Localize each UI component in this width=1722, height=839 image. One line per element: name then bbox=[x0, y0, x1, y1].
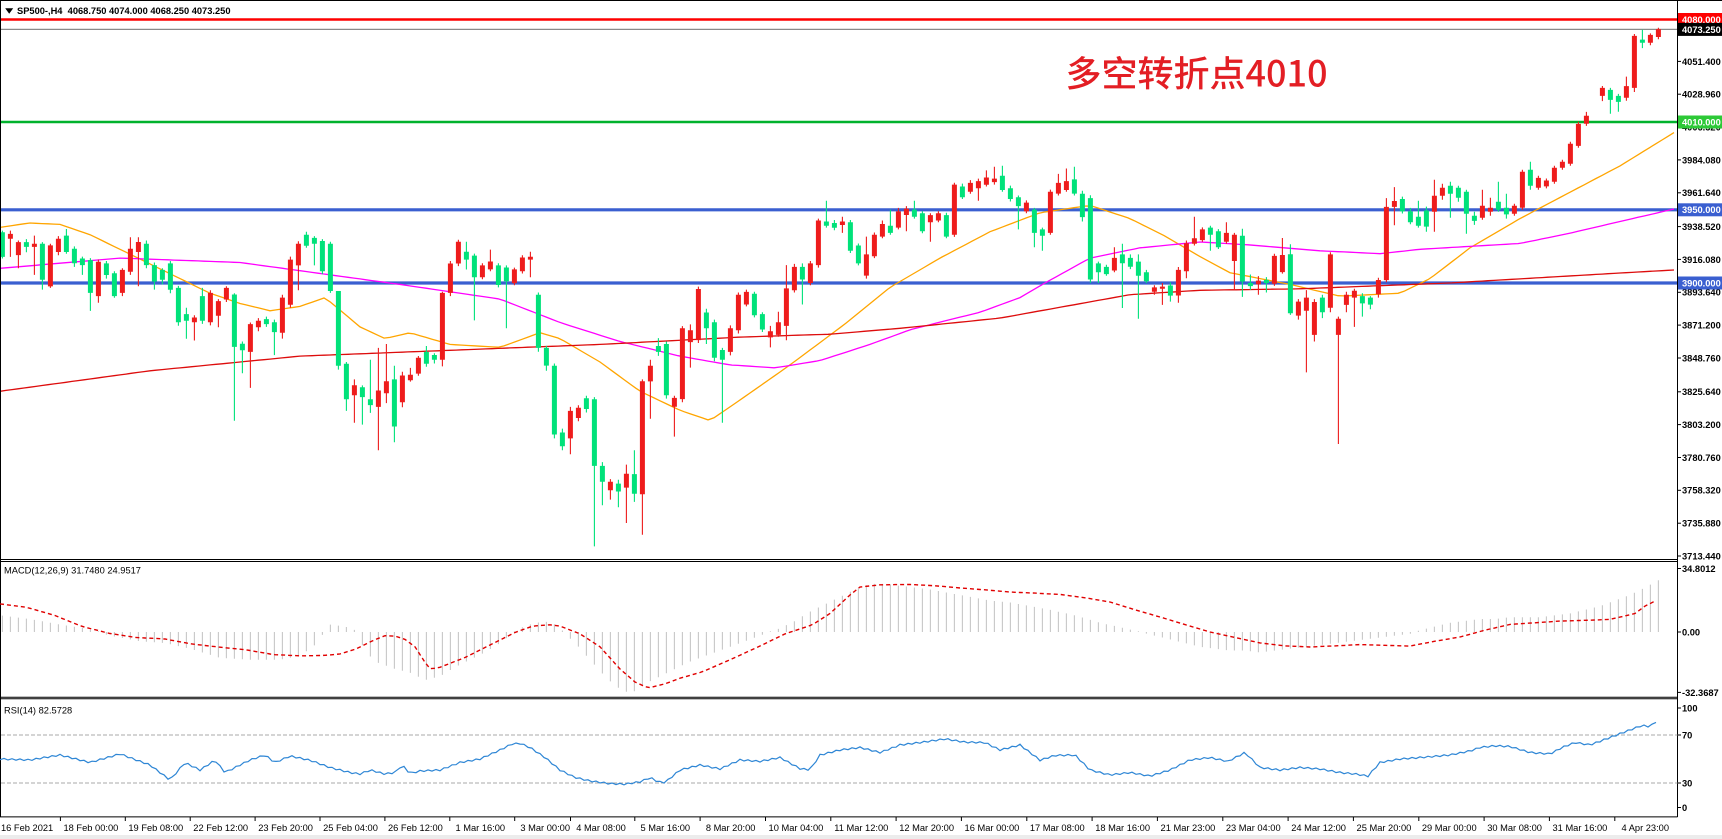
svg-text:11 Mar 12:00: 11 Mar 12:00 bbox=[834, 823, 888, 833]
svg-text:3803.200: 3803.200 bbox=[1682, 420, 1721, 430]
svg-text:70: 70 bbox=[1682, 730, 1692, 740]
svg-text:3780.760: 3780.760 bbox=[1682, 453, 1721, 463]
svg-text:25 Mar 20:00: 25 Mar 20:00 bbox=[1357, 823, 1412, 833]
svg-text:16 Feb 2021: 16 Feb 2021 bbox=[1, 823, 53, 833]
svg-text:8 Mar 20:00: 8 Mar 20:00 bbox=[706, 823, 756, 833]
svg-text:23 Feb 20:00: 23 Feb 20:00 bbox=[258, 823, 313, 833]
svg-text:4073.250: 4073.250 bbox=[1682, 25, 1721, 35]
svg-text:29 Mar 00:00: 29 Mar 00:00 bbox=[1422, 823, 1477, 833]
svg-text:0.00: 0.00 bbox=[1682, 627, 1700, 637]
svg-text:100: 100 bbox=[1682, 703, 1698, 713]
svg-text:16 Mar 00:00: 16 Mar 00:00 bbox=[965, 823, 1020, 833]
svg-text:26 Feb 12:00: 26 Feb 12:00 bbox=[388, 823, 443, 833]
svg-text:3735.880: 3735.880 bbox=[1682, 519, 1721, 529]
svg-text:RSI(14) 82.5728: RSI(14) 82.5728 bbox=[4, 706, 72, 716]
svg-text:23 Mar 04:00: 23 Mar 04:00 bbox=[1226, 823, 1281, 833]
svg-text:19 Feb 08:00: 19 Feb 08:00 bbox=[128, 823, 183, 833]
svg-text:3 Mar 00:00: 3 Mar 00:00 bbox=[520, 823, 570, 833]
svg-text:MACD(12,26,9) 31.7480 24.9517: MACD(12,26,9) 31.7480 24.9517 bbox=[4, 566, 141, 576]
svg-text:17 Mar 08:00: 17 Mar 08:00 bbox=[1030, 823, 1085, 833]
svg-text:3893.640: 3893.640 bbox=[1682, 288, 1721, 298]
svg-text:5 Mar 16:00: 5 Mar 16:00 bbox=[640, 823, 690, 833]
svg-text:24 Mar 12:00: 24 Mar 12:00 bbox=[1291, 823, 1346, 833]
svg-text:-32.3687: -32.3687 bbox=[1682, 688, 1719, 698]
svg-text:4028.960: 4028.960 bbox=[1682, 90, 1721, 100]
svg-text:3916.080: 3916.080 bbox=[1682, 255, 1721, 265]
svg-text:3848.760: 3848.760 bbox=[1682, 353, 1721, 363]
svg-text:4 Apr 23:00: 4 Apr 23:00 bbox=[1621, 823, 1669, 833]
svg-text:21 Mar 23:00: 21 Mar 23:00 bbox=[1161, 823, 1216, 833]
svg-text:4 Mar 08:00: 4 Mar 08:00 bbox=[576, 823, 626, 833]
svg-text:12 Mar 20:00: 12 Mar 20:00 bbox=[899, 823, 954, 833]
svg-text:31 Mar 16:00: 31 Mar 16:00 bbox=[1553, 823, 1608, 833]
svg-text:30 Mar 08:00: 30 Mar 08:00 bbox=[1487, 823, 1542, 833]
svg-text:1 Mar 16:00: 1 Mar 16:00 bbox=[455, 823, 505, 833]
svg-text:25 Feb 04:00: 25 Feb 04:00 bbox=[323, 823, 378, 833]
svg-text:4010.000: 4010.000 bbox=[1682, 117, 1721, 127]
svg-text:3758.320: 3758.320 bbox=[1682, 486, 1721, 496]
svg-text:3900.000: 3900.000 bbox=[1682, 278, 1721, 288]
svg-text:3961.640: 3961.640 bbox=[1682, 188, 1721, 198]
svg-text:3713.440: 3713.440 bbox=[1682, 551, 1721, 561]
svg-text:3825.640: 3825.640 bbox=[1682, 387, 1721, 397]
svg-text:SP500-,H4 4068.750 4074.000 4: SP500-,H4 4068.750 4074.000 4068.250 407… bbox=[17, 6, 231, 16]
svg-text:4051.400: 4051.400 bbox=[1682, 57, 1721, 67]
svg-text:3950.000: 3950.000 bbox=[1682, 205, 1721, 215]
svg-text:0: 0 bbox=[1682, 803, 1687, 813]
svg-text:3871.200: 3871.200 bbox=[1682, 321, 1721, 331]
svg-text:3938.520: 3938.520 bbox=[1682, 222, 1721, 232]
svg-text:30: 30 bbox=[1682, 778, 1692, 788]
svg-text:18 Feb 00:00: 18 Feb 00:00 bbox=[64, 823, 119, 833]
svg-text:34.8012: 34.8012 bbox=[1682, 564, 1716, 574]
svg-text:22 Feb 12:00: 22 Feb 12:00 bbox=[193, 823, 248, 833]
svg-text:3984.080: 3984.080 bbox=[1682, 155, 1721, 165]
svg-text:18 Mar 16:00: 18 Mar 16:00 bbox=[1095, 823, 1150, 833]
svg-text:4080.000: 4080.000 bbox=[1682, 15, 1721, 25]
svg-text:10 Mar 04:00: 10 Mar 04:00 bbox=[769, 823, 824, 833]
